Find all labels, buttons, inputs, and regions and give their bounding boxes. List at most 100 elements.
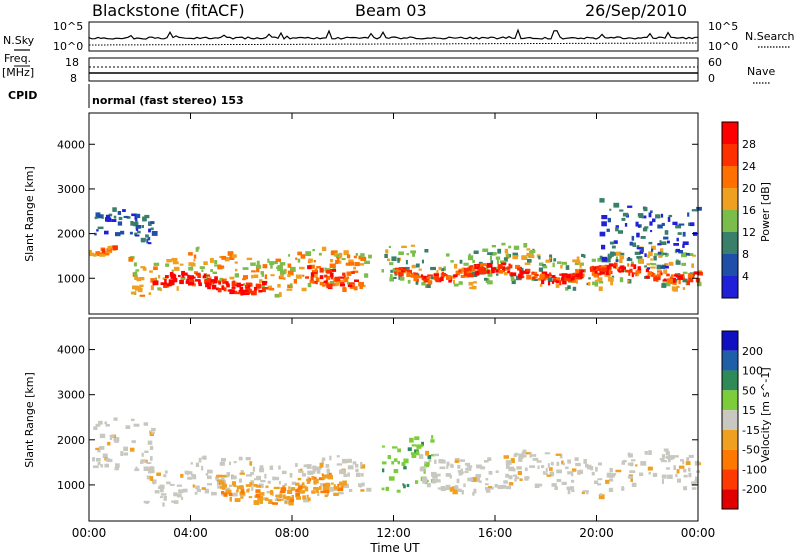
range-cell: [463, 267, 469, 272]
range-cell: [107, 458, 113, 463]
range-cell: [215, 478, 221, 482]
range-cell: [669, 276, 673, 280]
range-cell: [287, 270, 294, 276]
range-cell: [333, 484, 336, 489]
range-cell: [522, 449, 527, 454]
range-cell: [171, 269, 174, 274]
range-cell: [397, 257, 400, 263]
range-cell: [660, 248, 664, 252]
range-cell: [567, 459, 571, 464]
range-cell: [605, 257, 611, 263]
range-cell: [260, 479, 266, 483]
range-cell: [327, 474, 333, 480]
range-cell: [264, 287, 269, 290]
colorbar-segment: [722, 370, 738, 391]
range-cell: [189, 279, 195, 283]
range-cell: [195, 279, 201, 282]
range-cell: [594, 480, 599, 484]
range-cell: [204, 488, 209, 494]
range-cell: [559, 453, 563, 459]
range-cell: [667, 240, 670, 244]
range-cell: [567, 489, 571, 495]
range-cell: [606, 472, 612, 478]
range-cell: [245, 484, 252, 487]
colorbar-tick-label: 4: [742, 270, 749, 283]
range-cell: [555, 453, 561, 456]
range-cell: [458, 488, 462, 492]
range-cell: [501, 266, 506, 271]
range-cell: [458, 471, 464, 475]
range-cell: [468, 281, 474, 286]
range-cell: [696, 281, 702, 287]
range-cell: [142, 267, 147, 271]
range-cell: [287, 489, 293, 494]
range-cell: [398, 272, 404, 277]
range-cell: [501, 242, 506, 246]
range-cell: [172, 278, 178, 283]
range-cell: [437, 487, 443, 490]
range-cell: [416, 274, 419, 279]
range-cell: [538, 277, 544, 281]
range-cell: [205, 276, 209, 280]
range-cell: [172, 261, 179, 265]
range-cell: [109, 437, 113, 441]
range-cell: [561, 261, 567, 265]
range-cell: [381, 269, 384, 273]
range-cell: [485, 488, 491, 493]
range-cell: [210, 257, 214, 263]
range-cell: [396, 489, 401, 493]
range-cell: [214, 264, 219, 267]
range-cell: [318, 486, 322, 490]
range-cell: [435, 473, 441, 477]
range-cell: [211, 284, 217, 290]
range-cell: [253, 500, 260, 505]
range-cell: [250, 483, 253, 486]
range-cell: [106, 248, 113, 253]
range-cell: [291, 487, 296, 491]
range-cell: [97, 226, 104, 230]
range-cell: [307, 265, 312, 270]
range-cell: [513, 454, 517, 457]
range-cell: [305, 251, 312, 256]
range-cell: [280, 490, 286, 493]
range-cell: [486, 262, 493, 268]
range-cell: [236, 490, 239, 493]
range-cell: [403, 484, 406, 489]
range-cell: [194, 491, 198, 495]
range-cell: [118, 216, 123, 221]
x-tick-label: 00:00: [681, 526, 716, 540]
power-y-axis: 1000 2000 3000 4000: [57, 138, 698, 285]
range-cell: [150, 456, 153, 461]
range-cell: [445, 275, 452, 280]
range-cell: [648, 450, 652, 455]
range-cell: [130, 221, 134, 226]
range-cell: [94, 216, 98, 220]
range-cell: [423, 275, 428, 281]
range-cell: [412, 252, 415, 257]
range-cell: [410, 250, 416, 254]
range-cell: [463, 273, 470, 276]
range-cell: [547, 277, 553, 282]
range-cell: [632, 272, 637, 275]
range-cell: [149, 466, 155, 471]
range-cell: [541, 271, 548, 276]
range-cell: [387, 455, 391, 460]
range-cell: [615, 469, 622, 473]
range-cell: [554, 486, 558, 489]
range-cell: [366, 487, 372, 492]
range-cell: [583, 490, 589, 493]
range-cell: [507, 270, 511, 274]
range-cell: [586, 492, 589, 495]
range-cell: [667, 474, 673, 479]
range-cell: [675, 285, 680, 288]
x-tick-label: 16:00: [478, 526, 513, 540]
range-cell: [243, 289, 249, 292]
range-cell: [180, 277, 186, 280]
range-cell: [235, 268, 238, 272]
range-cell: [280, 274, 284, 278]
range-cell: [291, 481, 296, 485]
range-cell: [335, 259, 339, 265]
colorbar-segment: [722, 276, 738, 298]
range-cell: [688, 454, 694, 458]
range-cell: [581, 253, 585, 257]
